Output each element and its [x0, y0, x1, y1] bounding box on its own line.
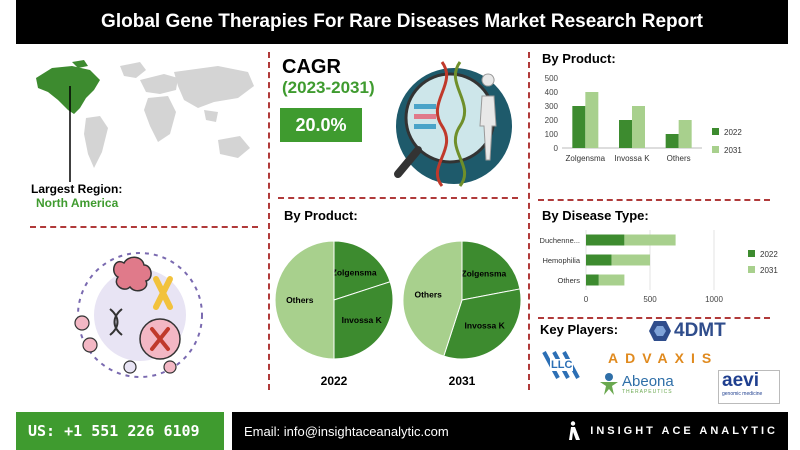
- dna-research-illustration-icon: [394, 61, 512, 187]
- bar-2022-Invossa K: [619, 120, 632, 148]
- key-players-title: Key Players:: [540, 322, 619, 337]
- y-tick-label: Others: [557, 276, 580, 285]
- logo-advaxis: ADVAXIS: [608, 350, 719, 366]
- x-tick-label: 500: [643, 295, 657, 304]
- logo-llc: LLC: [540, 348, 584, 382]
- legend-swatch-2022: [748, 250, 755, 257]
- cagr-value: 20.0%: [280, 108, 362, 142]
- pie-label: Others: [286, 295, 314, 305]
- y-tick-label: 400: [545, 88, 559, 97]
- legend-swatch-2022: [712, 128, 719, 135]
- y-tick-label: 500: [545, 74, 559, 83]
- pie-label: Others: [414, 290, 442, 300]
- y-tick-label: Duchenne...: [540, 236, 580, 245]
- by-product-pies-title: By Product:: [284, 208, 358, 223]
- pie-slice-2031-Invossa K: [443, 288, 522, 360]
- y-tick-label: 0: [554, 144, 559, 153]
- divider-right: [528, 52, 530, 390]
- product-pie-charts: Zolgensma Invossa K Others 2022 Zolgensma Inv…: [274, 240, 522, 388]
- footer-phone[interactable]: US: +1 551 226 6109: [16, 412, 224, 450]
- divider-cagr: [278, 197, 518, 199]
- legend-label: 2031: [724, 146, 742, 155]
- bar-2022-Duchenne...: [586, 234, 625, 246]
- product-bar-chart: 0 100 200 300 400 500 Zolgensma Invossa K Others…: [545, 74, 743, 163]
- pie-slice-2031-Others: [402, 240, 463, 357]
- brand-logo-icon: [569, 421, 581, 440]
- bar-2022-Others: [586, 274, 599, 286]
- bar-2022-Hemophilia: [586, 254, 612, 266]
- x-tick-label: Zolgensma: [566, 154, 606, 163]
- bar-2031-Duchenne...: [624, 234, 676, 246]
- x-tick-label: 1000: [705, 295, 723, 304]
- x-tick-label: Others: [667, 154, 691, 163]
- pie-slice-2022-Others: [274, 240, 335, 360]
- cagr-title: CAGR: [282, 56, 341, 78]
- x-tick-label: 0: [584, 295, 589, 304]
- pie-year-label: 2022: [321, 374, 348, 388]
- bar-2031-Hemophilia: [611, 254, 650, 266]
- abeona-figure-icon: [600, 373, 618, 395]
- y-tick-label: Hemophilia: [542, 256, 580, 265]
- world-map-icon: [36, 60, 254, 182]
- legend-swatch-2031: [748, 266, 755, 273]
- cagr-period: (2023-2031): [282, 78, 375, 97]
- footer-bar: Email: info@insightaceanalytic.com INSIG…: [232, 412, 788, 450]
- pie-label: Invossa K: [465, 321, 506, 331]
- y-tick-label: 300: [545, 102, 559, 111]
- legend-label: 2031: [760, 266, 778, 275]
- pie-label: Zolgensma: [332, 267, 377, 277]
- footer-email[interactable]: Email: info@insightaceanalytic.com: [244, 423, 449, 439]
- rare-disease-illustration-icon: [74, 252, 203, 378]
- bar-2031-Others: [678, 120, 692, 148]
- divider-left: [268, 52, 270, 390]
- pie-label: Zolgensma: [461, 269, 506, 279]
- y-tick-label: 200: [545, 116, 559, 125]
- bar-2031-Others: [598, 274, 625, 286]
- largest-region-value: North America: [36, 196, 119, 210]
- pie-slice-2022-Invossa K: [333, 281, 394, 360]
- disease-bar-chart: 0 500 1000 Duchenne... Hemophilia Others 2022 2…: [540, 230, 778, 304]
- pie-slice-2022-Zolgensma: [333, 240, 391, 301]
- by-disease-title: By Disease Type:: [542, 208, 649, 223]
- pie-slice-2031-Zolgensma: [461, 240, 521, 301]
- report-title: Global Gene Therapies For Rare Diseases …: [16, 0, 788, 44]
- hexagon-logo-icon: [649, 321, 671, 341]
- largest-region-label: Largest Region:: [31, 182, 123, 196]
- footer-brand: INSIGHT ACE ANALYTIC: [590, 425, 778, 437]
- bar-2022-Zolgensma: [572, 106, 586, 148]
- logo-4dmt: 4DMT: [648, 320, 726, 342]
- divider-bar: [538, 199, 770, 201]
- divider-disease: [538, 317, 770, 319]
- logo-aevi: aevi genomic medicine: [718, 370, 780, 404]
- y-tick-label: 100: [545, 130, 559, 139]
- pie-year-label: 2031: [449, 374, 476, 388]
- by-product-bar-title: By Product:: [542, 51, 616, 66]
- logo-abeona: Abeona THERAPEUTICS: [598, 372, 674, 396]
- legend-swatch-2031: [712, 146, 719, 153]
- bar-2031-Zolgensma: [585, 92, 599, 148]
- legend-label: 2022: [724, 128, 742, 137]
- x-tick-label: Invossa K: [614, 154, 650, 163]
- legend-label: 2022: [760, 250, 778, 259]
- divider-region: [30, 226, 258, 228]
- bar-2022-Others: [665, 134, 679, 148]
- bar-2031-Invossa K: [632, 106, 645, 148]
- pie-label: Invossa K: [342, 315, 383, 325]
